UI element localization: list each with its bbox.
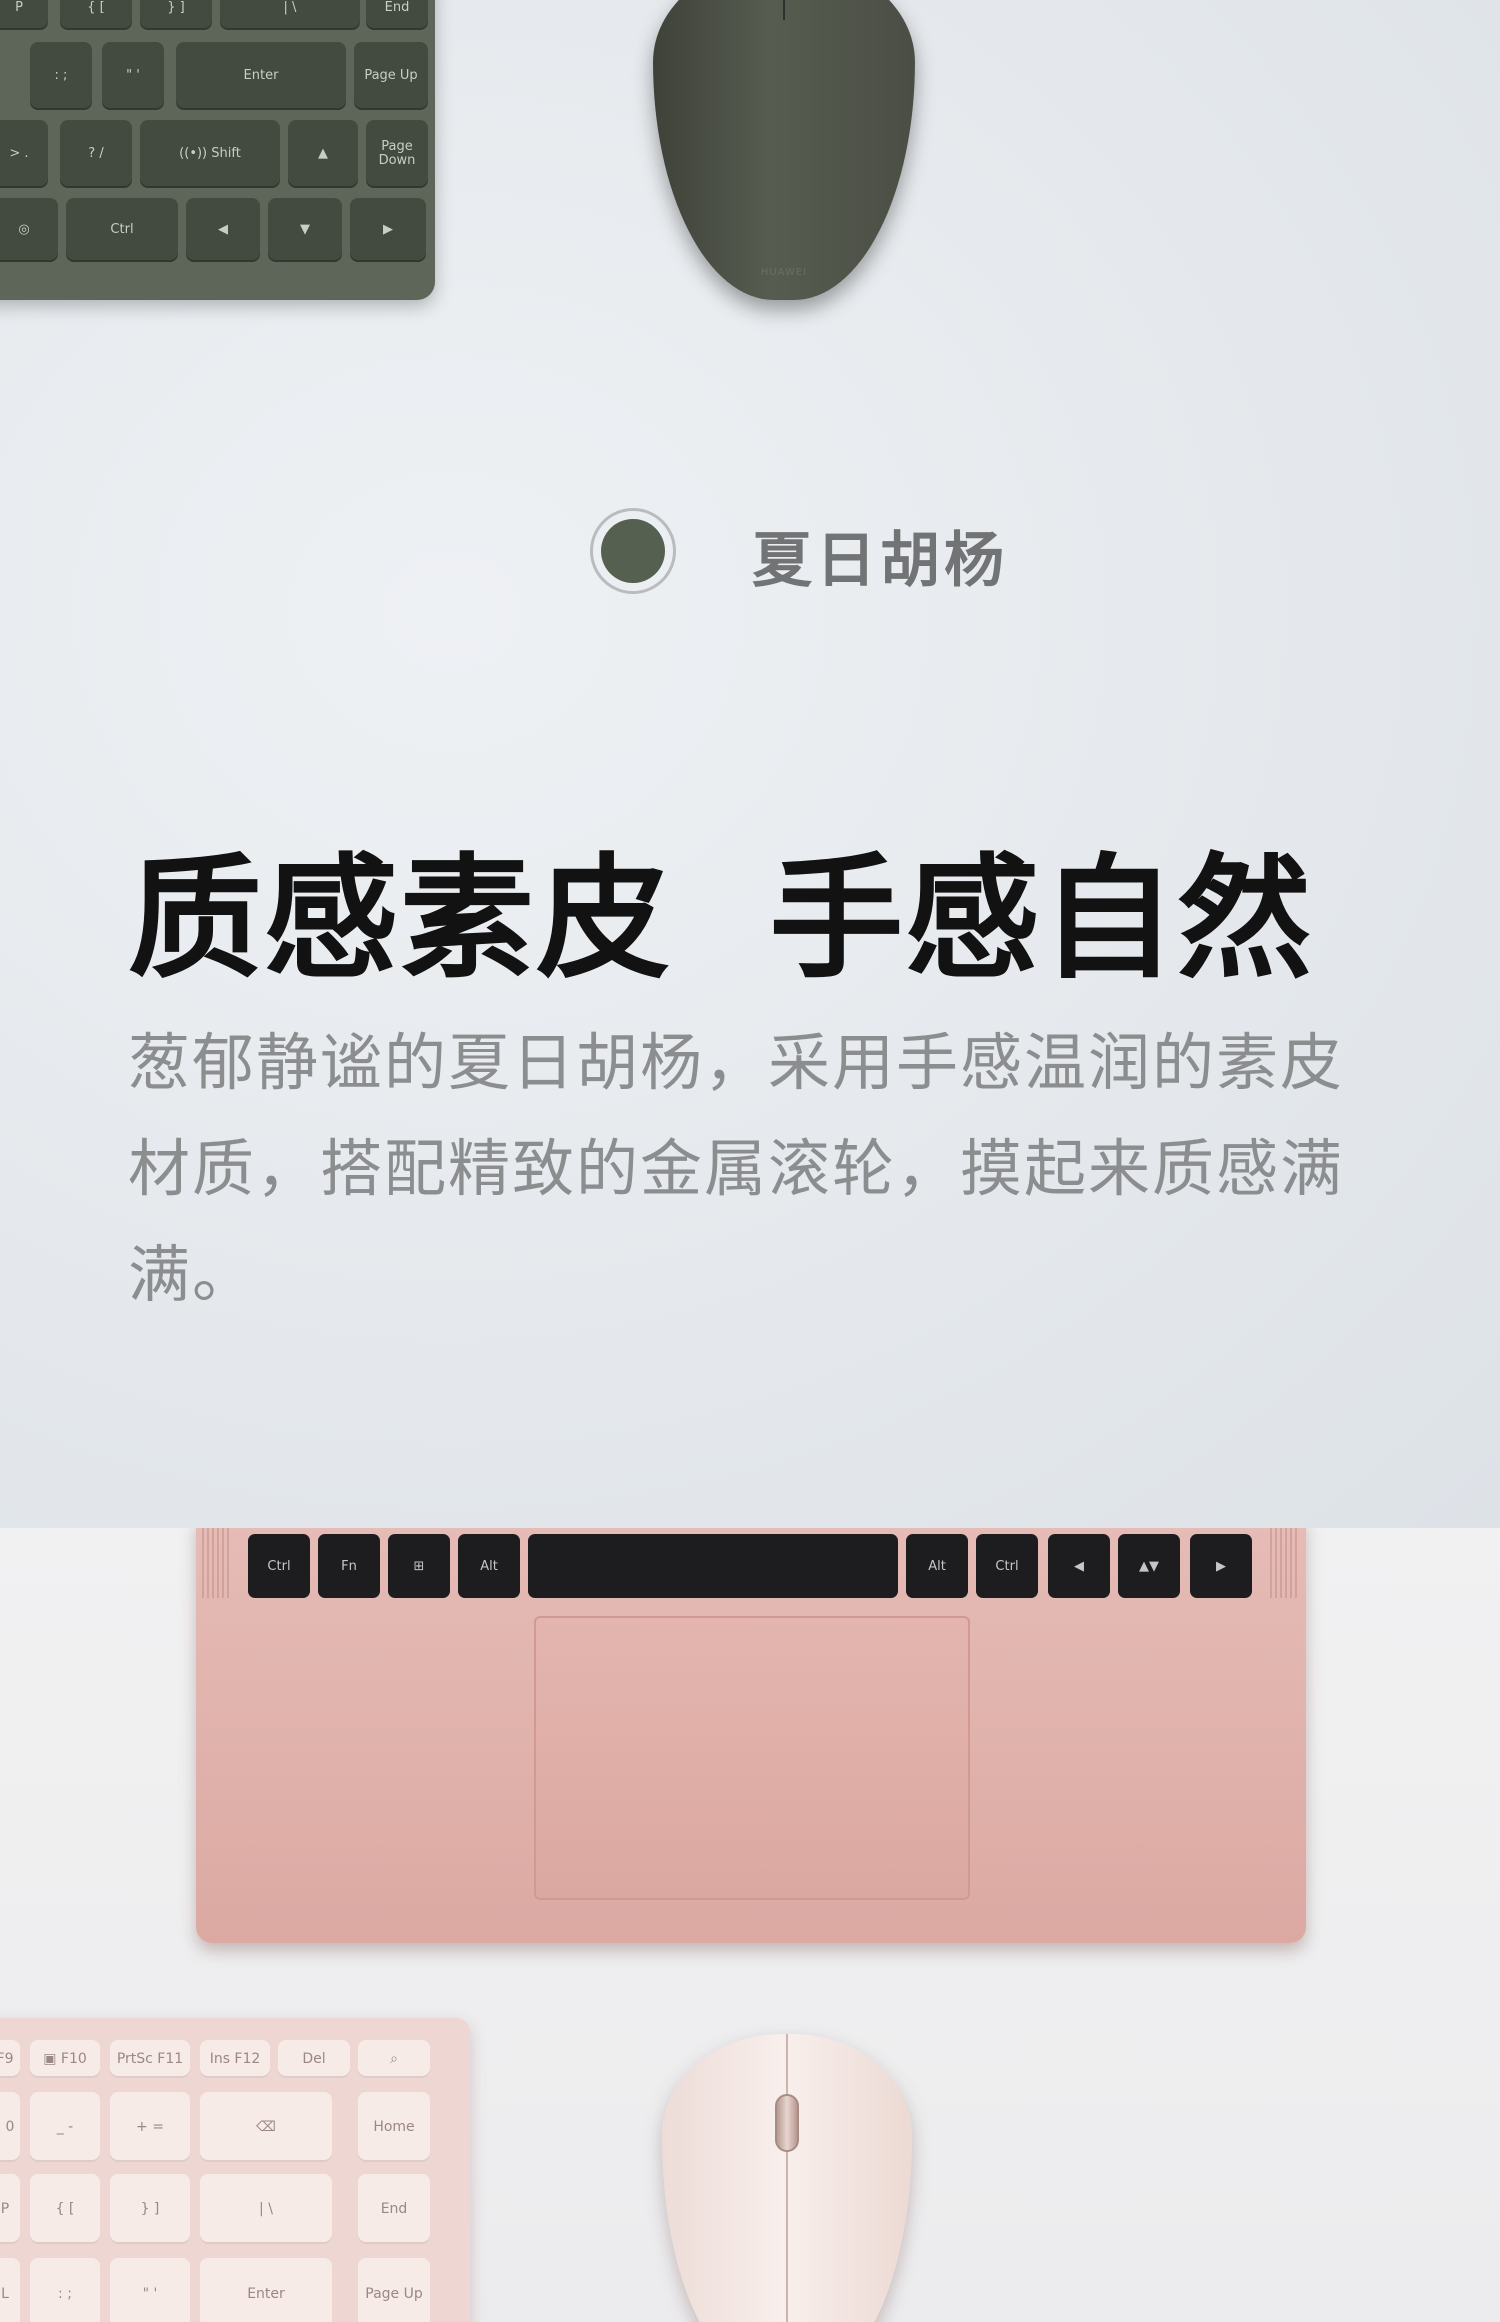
keyboard-key: } ] bbox=[140, 0, 212, 30]
keyboard-key: ▼ bbox=[268, 198, 342, 262]
laptop-speaker-left bbox=[202, 1528, 232, 1598]
keyboard-key: PrtSc F11 bbox=[110, 2040, 190, 2078]
keyboard-key: End bbox=[366, 0, 428, 30]
keyboard-key: { [ bbox=[30, 2174, 100, 2244]
keyboard-key: " ' bbox=[102, 42, 164, 110]
laptop-speaker-right bbox=[1270, 1528, 1300, 1598]
headline: 质感素皮 手感自然 bbox=[128, 810, 1313, 1004]
pink-mouse bbox=[662, 2034, 912, 2322]
keyboard-key: Ins F12 bbox=[200, 2040, 270, 2078]
mouse-seam bbox=[786, 2034, 788, 2322]
keyboard-key: ) 0 bbox=[0, 2092, 20, 2162]
pink-laptop: Ctrl Fn ⊞ Alt Alt Ctrl ◀ ▲▼ ▶ bbox=[196, 1528, 1306, 1943]
mouse-seam bbox=[783, 0, 785, 20]
keyboard-key: ▣ F10 bbox=[30, 2040, 100, 2078]
laptop-key: Alt bbox=[906, 1534, 968, 1598]
laptop-key: Ctrl bbox=[248, 1534, 310, 1598]
scroll-wheel bbox=[775, 2094, 799, 2152]
laptop-key: ▶ bbox=[1190, 1534, 1252, 1598]
headline-part2: 手感自然 bbox=[769, 841, 1314, 997]
laptop-key: ▲▼ bbox=[1118, 1534, 1180, 1598]
product-description: 葱郁静谧的夏日胡杨，采用手感温润的素皮材质，搭配精致的金属滚轮，摸起来质感满满。 bbox=[128, 1026, 1345, 1311]
keyboard-key: ▶ bbox=[350, 198, 426, 262]
laptop-key: Fn bbox=[318, 1534, 380, 1598]
color-swatch-dot bbox=[601, 519, 665, 583]
keyboard-key: Page Up bbox=[358, 2258, 430, 2322]
keyboard-key: ⌫ bbox=[200, 2092, 332, 2162]
green-product-section: P { [ } ] | \ End : ; " ' Enter Page Up > .? / ((•… bbox=[0, 0, 1500, 1528]
pink-product-section: Ctrl Fn ⊞ Alt Alt Ctrl ◀ ▲▼ ▶ F9 ▣ F10 PrtSc F11 In… bbox=[0, 1528, 1500, 2322]
keyboard-key: _ - bbox=[30, 2092, 100, 2162]
mouse-brand: HUAWEI bbox=[760, 267, 808, 278]
keyboard-key: : ; bbox=[30, 42, 92, 110]
color-name: 夏日胡杨 bbox=[752, 526, 1008, 596]
keyboard-key: { [ bbox=[60, 0, 132, 30]
laptop-key: ◀ bbox=[1048, 1534, 1110, 1598]
headline-part1: 质感素皮 bbox=[128, 841, 673, 997]
keyboard-key: " ' bbox=[110, 2258, 190, 2322]
laptop-trackpad bbox=[534, 1616, 970, 1900]
keyboard-key: ⌕ bbox=[358, 2040, 430, 2078]
color-swatch-selected[interactable] bbox=[590, 508, 676, 594]
keyboard-key: L bbox=[0, 2258, 20, 2322]
keyboard-key: + = bbox=[110, 2092, 190, 2162]
green-mouse: HUAWEI bbox=[653, 0, 915, 300]
keyboard-key: ? / bbox=[60, 120, 132, 188]
keyboard-key: } ] bbox=[110, 2174, 190, 2244]
laptop-key: Ctrl bbox=[976, 1534, 1038, 1598]
keyboard-key: | \ bbox=[220, 0, 360, 30]
keyboard-key: ◀ bbox=[186, 198, 260, 262]
keyboard-key: Enter bbox=[200, 2258, 332, 2322]
keyboard-key: Ctrl bbox=[66, 198, 178, 262]
keyboard-key: ▲ bbox=[288, 120, 358, 188]
keyboard-key: ((•)) Shift bbox=[140, 120, 280, 188]
laptop-key bbox=[528, 1534, 898, 1598]
keyboard-key: : ; bbox=[30, 2258, 100, 2322]
keyboard-key: Page Up bbox=[354, 42, 428, 110]
keyboard-key: End bbox=[358, 2174, 430, 2244]
keyboard-key: > . bbox=[0, 120, 48, 188]
keyboard-key: Page Down bbox=[366, 120, 428, 188]
keyboard-key: | \ bbox=[200, 2174, 332, 2244]
laptop-key: Alt bbox=[458, 1534, 520, 1598]
keyboard-key: P bbox=[0, 2174, 20, 2244]
keyboard-key: Enter bbox=[176, 42, 346, 110]
laptop-key: ⊞ bbox=[388, 1534, 450, 1598]
keyboard-key: Del bbox=[278, 2040, 350, 2078]
green-keyboard: P { [ } ] | \ End : ; " ' Enter Page Up > .? / ((•… bbox=[0, 0, 435, 300]
green-keyboard-keys: P { [ } ] | \ End : ; " ' Enter Page Up > .? / ((•… bbox=[0, 0, 428, 288]
keyboard-key: ◎ bbox=[0, 198, 58, 262]
keyboard-key: P bbox=[0, 0, 48, 30]
keyboard-key: Home bbox=[358, 2092, 430, 2162]
keyboard-key: F9 bbox=[0, 2040, 20, 2078]
